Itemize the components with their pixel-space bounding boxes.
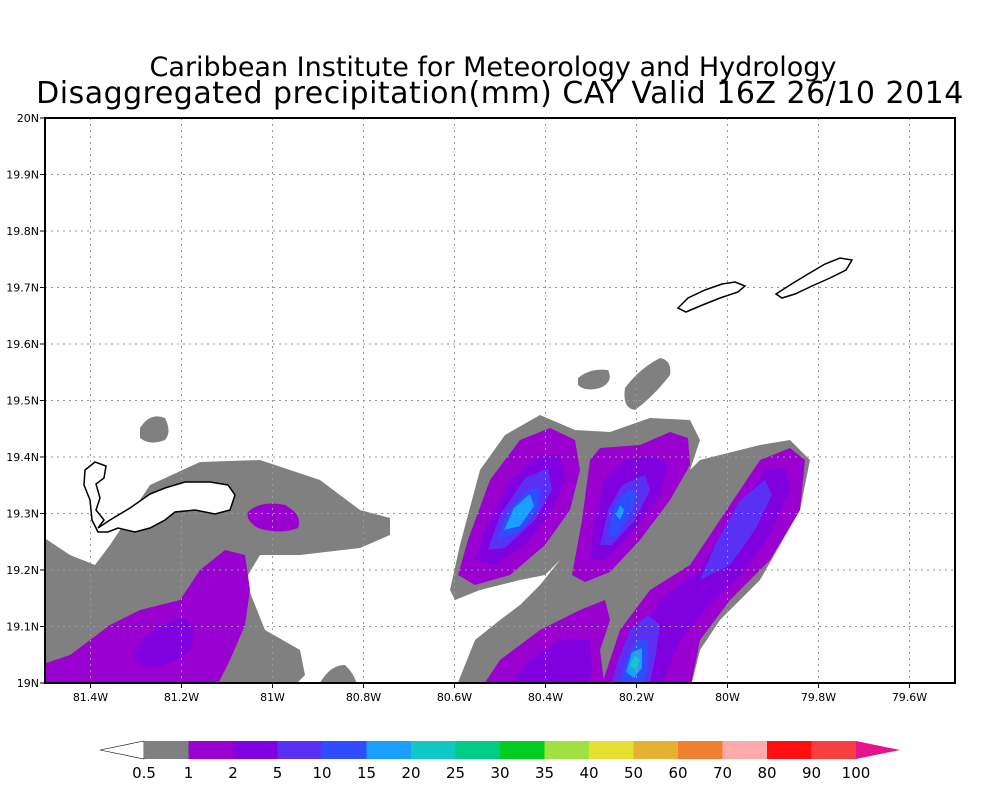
colorbar-level-label: 40 — [579, 764, 598, 782]
precip-cyan-band-1 — [504, 494, 534, 530]
island-grand-cayman — [83, 461, 236, 533]
colorbar-segment — [544, 741, 589, 759]
colorbar-high-arrow — [856, 741, 900, 759]
lon-tick-label: 80W — [715, 691, 740, 704]
lat-tick-label: 19.5N — [6, 395, 39, 408]
colorbar-level-label: 100 — [842, 764, 871, 782]
colorbar-segment — [767, 741, 812, 759]
colorbar-segment — [277, 741, 322, 759]
colorbar-segment — [811, 741, 856, 759]
lon-tick-label: 79.6W — [892, 691, 927, 704]
lat-tick-label: 19.3N — [6, 508, 39, 521]
title-line-1: Caribbean Institute for Meteorology and … — [150, 52, 837, 83]
precip-purple-sw — [45, 550, 250, 683]
colorbar-level-label: 20 — [401, 764, 420, 782]
colorbar-level-label: 5 — [273, 764, 283, 782]
colorbar-level-label: 1 — [184, 764, 194, 782]
colorbar-segment — [500, 741, 545, 759]
island-little-cayman — [676, 281, 747, 313]
lon-tick-label: 80.4W — [528, 691, 563, 704]
lon-tick-label: 79.8W — [801, 691, 836, 704]
lat-tick-label: 19.4N — [6, 451, 39, 464]
colorbar-segment — [366, 741, 411, 759]
colorbar-segment — [678, 741, 723, 759]
colorbar-level-label: 10 — [312, 764, 331, 782]
lon-tick-label: 81W — [260, 691, 285, 704]
precip-purple-blob-small — [247, 503, 300, 532]
colorbar — [99, 740, 900, 760]
colorbar-labels: 0.5 1 2 5 10 15 20 25 30 35 40 50 60 70 80 90 100 — [132, 764, 870, 782]
colorbar-level-label: 70 — [713, 764, 732, 782]
colorbar-segment — [589, 741, 634, 759]
lon-tick-label: 80.6W — [437, 691, 472, 704]
colorbar-level-label: 60 — [668, 764, 687, 782]
lat-tick-label: 19N — [17, 677, 39, 690]
lon-tick-label: 80.2W — [619, 691, 654, 704]
colorbar-level-label: 30 — [490, 764, 509, 782]
longitude-labels: 81.4W 81.2W 81W 80.8W 80.6W 80.4W 80.2W 80W 79.8… — [73, 683, 927, 704]
lon-tick-label: 81.4W — [73, 691, 108, 704]
colorbar-segment — [233, 741, 278, 759]
colorbar-segment — [322, 741, 367, 759]
precip-cyan-band-2 — [616, 505, 624, 520]
precip-gray-speck-5 — [624, 358, 671, 410]
colorbar-segment — [188, 741, 233, 759]
lat-tick-label: 20N — [17, 112, 39, 125]
lat-tick-label: 19.6N — [6, 338, 39, 351]
colorbar-segment — [455, 741, 500, 759]
islands — [83, 257, 854, 533]
colorbar-segment — [633, 741, 678, 759]
precipitation-fields — [45, 358, 810, 683]
latitude-labels: 19N 19.1N 19.2N 19.3N 19.4N 19.5N 19.6N 19.7N 19… — [6, 112, 45, 690]
island-cayman-brac — [774, 257, 854, 299]
colorbar-segment — [144, 741, 189, 759]
colorbar-level-label: 35 — [535, 764, 554, 782]
lat-tick-label: 19.8N — [6, 225, 39, 238]
colorbar-low-arrow — [99, 740, 145, 760]
precip-violet-south — [510, 640, 592, 683]
precip-teal-south — [630, 655, 640, 670]
colorbar-level-label: 0.5 — [132, 764, 156, 782]
colorbar-segment — [411, 741, 456, 759]
precip-gray-speck-3 — [320, 665, 357, 683]
lat-tick-label: 19.1N — [6, 621, 39, 634]
precip-blue-band-3 — [700, 480, 772, 580]
lat-tick-label: 19.9N — [6, 169, 39, 182]
lat-tick-label: 19.7N — [6, 282, 39, 295]
precip-gray-speck-2 — [158, 575, 175, 592]
precip-violet-sw — [134, 618, 194, 668]
colorbar-level-label: 80 — [757, 764, 776, 782]
title-line-2: Disaggregated precipitation(mm) CAY Vali… — [36, 76, 964, 111]
colorbar-level-label: 15 — [357, 764, 376, 782]
colorbar-level-label: 50 — [624, 764, 643, 782]
precip-gray-speck-4 — [578, 369, 610, 390]
precip-gray-speck-1 — [140, 416, 169, 443]
colorbar-level-label: 2 — [228, 764, 238, 782]
colorbar-level-label: 90 — [802, 764, 821, 782]
colorbar-segment — [722, 741, 767, 759]
lon-tick-label: 80.8W — [346, 691, 381, 704]
graticule — [45, 118, 955, 683]
lat-tick-label: 19.2N — [6, 564, 39, 577]
lon-tick-label: 81.2W — [164, 691, 199, 704]
colorbar-level-label: 25 — [446, 764, 465, 782]
